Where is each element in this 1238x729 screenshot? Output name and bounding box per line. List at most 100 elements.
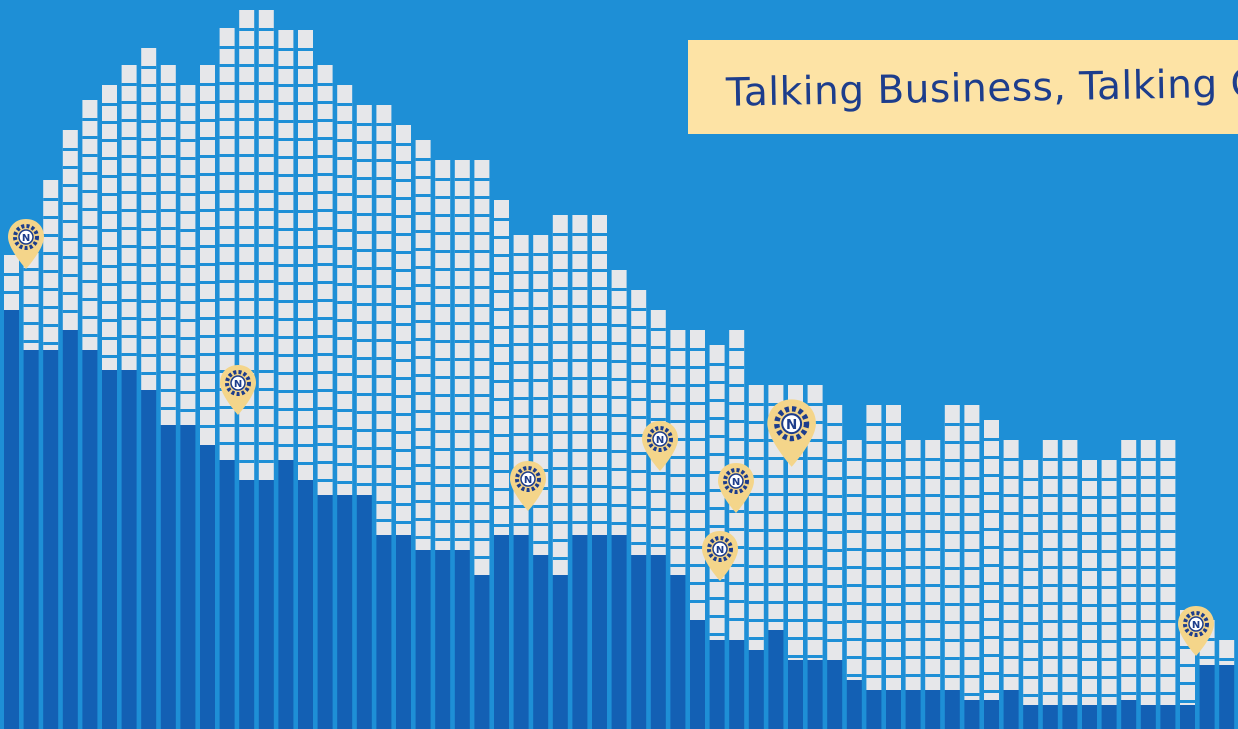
bar-notch [748,493,764,496]
bar-notch [592,449,607,452]
bar-notch [141,84,157,87]
bar-notch [200,371,215,374]
bar-notch [964,459,980,462]
bar-notch [572,359,588,362]
bar-notch [846,656,862,659]
bar-notch [278,354,294,357]
bar-notch [905,602,921,605]
map-pin-gear-logo-icon: N [8,219,44,270]
bar-notch [396,269,411,272]
bar-notch [827,459,843,462]
bar-notch [435,502,451,505]
bar-notch [337,175,353,178]
bar-notch [141,120,157,123]
bar-notch [219,316,235,319]
bar-notch [768,619,784,622]
bar-notch [43,270,59,273]
bar-notch [1121,494,1137,497]
bar-dark-segment [905,690,921,729]
bar-notch [62,184,78,187]
bar-notch [239,460,255,463]
bar-notch [278,426,294,429]
bar-notch [1082,496,1097,499]
bar-notch [944,423,960,426]
bar-notch [905,530,921,533]
bar-light-segment [1219,640,1235,665]
bar-notch [160,209,176,212]
bar-notch [533,361,549,364]
bar-notch [102,265,117,268]
bar-notch [356,321,372,324]
bar-notch [729,528,745,531]
bar-notch [454,520,470,523]
bar-notch [317,155,333,158]
bar-notch [592,233,607,236]
bar-notch [160,281,176,284]
bar-light-segment [454,160,470,550]
bar-notch [925,584,941,587]
bar-notch [258,370,274,373]
bar-notch [1140,674,1156,677]
bar-notch [200,191,215,194]
bar-dark-segment [709,640,725,729]
bar-notch [1023,604,1039,607]
bar-dark-segment [415,550,431,729]
bar-notch [258,100,274,103]
bar-notch [219,334,235,337]
bar-notch [1121,476,1137,479]
bar-notch [258,406,274,409]
bar-notch [435,322,451,325]
bar-notch [670,420,686,423]
bar-light-segment [121,65,137,370]
bar-notch [729,582,745,585]
bar-notch [317,119,333,122]
bar-dark-segment [43,350,59,729]
bar-notch [102,211,117,214]
bar-notch [160,227,176,230]
bar-notch [396,305,411,308]
svg-text:N: N [22,233,30,244]
bar-notch [200,389,215,392]
bar-notch [1042,620,1058,623]
bar-notch [846,638,862,641]
bar-notch [1042,530,1058,533]
bar-notch [807,637,823,640]
bar-notch [1023,640,1039,643]
bar-notch [180,265,196,268]
bar-notch [494,308,509,311]
bar-notch [748,529,764,532]
bar-notch [533,541,549,544]
bar-dark-segment [513,535,529,729]
bar-notch [788,475,803,478]
bar-notch [827,423,843,426]
bar-notch [1160,494,1176,497]
bar-notch [317,407,333,410]
bar-notch [494,416,509,419]
bar-notch [141,210,157,213]
bar-notch [1180,646,1195,649]
bar-notch [298,84,313,87]
bar-notch [866,621,882,624]
bar-notch [454,376,470,379]
bar-notch [1140,476,1156,479]
bar-notch [827,549,843,552]
bar-notch [709,399,725,402]
bar-notch [964,639,980,642]
bar-notch [905,584,921,587]
bar-notch [1042,566,1058,569]
bar-notch [239,226,255,229]
bar-notch [180,283,196,286]
bar-notch [160,335,176,338]
bar-notch [219,136,235,139]
bar-notch [160,119,176,122]
bar-notch [592,431,607,434]
bar-notch [1023,676,1039,679]
bar-notch [160,83,176,86]
bar-notch [572,449,588,452]
bar-notch [435,430,451,433]
bar-notch [239,298,255,301]
bar-notch [415,356,431,359]
bar-notch [278,282,294,285]
bar-notch [258,154,274,157]
bar-notch [415,374,431,377]
